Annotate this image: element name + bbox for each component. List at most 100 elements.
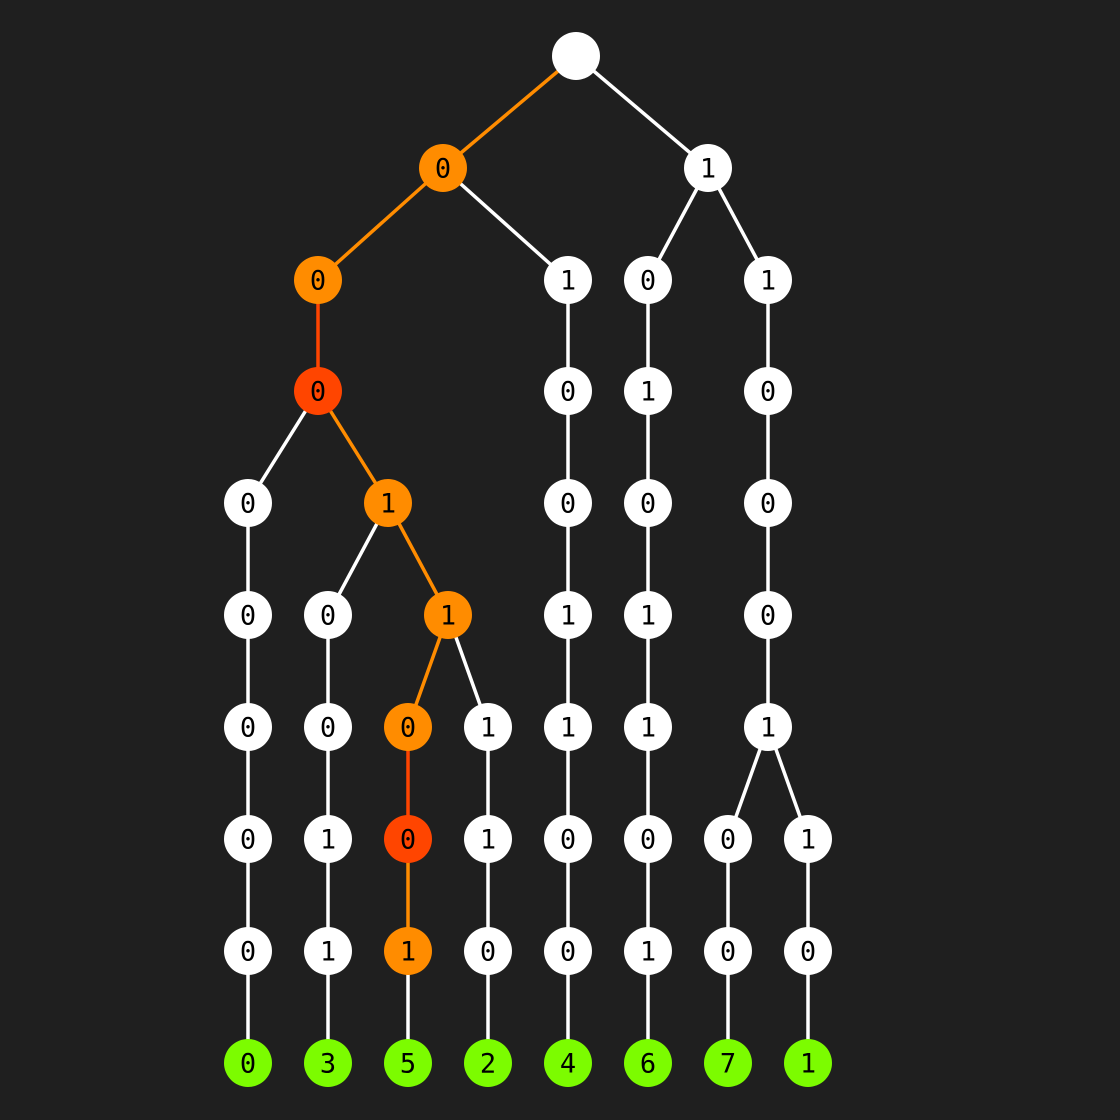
- node-circle: [624, 815, 672, 863]
- tree-edge-orange: [316, 166, 445, 282]
- edge-layer: [246, 54, 810, 1063]
- tree-node: 0: [544, 367, 592, 415]
- tree-node: 0: [304, 591, 352, 639]
- node-label: 1: [760, 713, 776, 744]
- node-label: 1: [560, 601, 576, 632]
- node-label: 0: [720, 937, 736, 968]
- node-label: 3: [320, 1049, 336, 1080]
- tree-node: 1: [684, 144, 732, 192]
- node-circle: [464, 927, 512, 975]
- tree-node: 0: [544, 479, 592, 527]
- tree-node: 1: [744, 256, 792, 304]
- node-circle: [744, 256, 792, 304]
- node-circle: [464, 703, 512, 751]
- tree-node: 0: [224, 815, 272, 863]
- leaf-node: 4: [544, 1039, 592, 1087]
- node-label: 4: [560, 1049, 576, 1080]
- node-circle: [224, 1039, 272, 1087]
- node-label: 1: [480, 825, 496, 856]
- node-circle: [419, 144, 467, 192]
- node-circle: [624, 367, 672, 415]
- node-label: 0: [560, 377, 576, 408]
- node-label: 0: [310, 377, 326, 408]
- node-label: 1: [700, 154, 716, 185]
- node-label: 1: [800, 825, 816, 856]
- node-circle: [624, 479, 672, 527]
- tree-node: 1: [624, 703, 672, 751]
- node-label: 1: [560, 266, 576, 297]
- tree-node: 0: [419, 144, 467, 192]
- node-label: 1: [800, 1049, 816, 1080]
- node-label: 0: [240, 937, 256, 968]
- node-layer: 0 1 0 1 0 1 0 0 1 0 0 1 0 0 0 0 0 1 1 1 0 0 0 0 1 1 1 1 0 1 0 1 0 0 0 1 0 1 1 0…: [224, 32, 832, 1087]
- tree-node: 0: [544, 927, 592, 975]
- root-node: [552, 32, 600, 80]
- node-circle: [544, 256, 592, 304]
- node-label: 0: [240, 601, 256, 632]
- node-label: 0: [760, 489, 776, 520]
- tree-node: 0: [294, 256, 342, 304]
- node-label: 0: [320, 713, 336, 744]
- tree-node: 1: [624, 927, 672, 975]
- node-label: 0: [760, 601, 776, 632]
- tree-node: 1: [424, 591, 472, 639]
- node-circle: [304, 1039, 352, 1087]
- tree-node: 0: [704, 815, 752, 863]
- node-circle: [224, 815, 272, 863]
- node-label: 1: [640, 377, 656, 408]
- node-circle: [624, 703, 672, 751]
- node-circle: [224, 927, 272, 975]
- node-label: 0: [400, 825, 416, 856]
- node-label: 0: [640, 825, 656, 856]
- node-label: 1: [640, 713, 656, 744]
- node-circle: [544, 591, 592, 639]
- node-label: 1: [640, 601, 656, 632]
- node-label: 1: [640, 937, 656, 968]
- node-label: 0: [560, 489, 576, 520]
- node-label: 0: [560, 825, 576, 856]
- tree-node: 0: [784, 927, 832, 975]
- tree-node: 1: [544, 703, 592, 751]
- tree-node: 0: [384, 703, 432, 751]
- tree-node: 0: [304, 703, 352, 751]
- tree-node: 0: [544, 815, 592, 863]
- node-circle: [704, 815, 752, 863]
- node-circle: [544, 479, 592, 527]
- node-circle: [294, 367, 342, 415]
- node-circle: [224, 703, 272, 751]
- node-label: 0: [480, 937, 496, 968]
- tree-node: 1: [544, 256, 592, 304]
- leaf-node: 1: [784, 1039, 832, 1087]
- leaf-node: 5: [384, 1039, 432, 1087]
- node-circle: [544, 703, 592, 751]
- node-label: 1: [560, 713, 576, 744]
- tree-node: 0: [704, 927, 752, 975]
- tree-node: 0: [294, 367, 342, 415]
- tree-node: 1: [304, 927, 352, 975]
- node-label: 0: [720, 825, 736, 856]
- node-circle: [624, 1039, 672, 1087]
- node-circle: [704, 1039, 752, 1087]
- node-circle: [744, 367, 792, 415]
- node-label: 0: [240, 489, 256, 520]
- leaf-node: 3: [304, 1039, 352, 1087]
- tree-node: 1: [624, 367, 672, 415]
- tree-node: 0: [624, 815, 672, 863]
- node-label: 6: [640, 1049, 656, 1080]
- node-label: 1: [480, 713, 496, 744]
- node-label: 1: [760, 266, 776, 297]
- node-circle: [624, 256, 672, 304]
- node-circle: [384, 1039, 432, 1087]
- tree-node: 1: [744, 703, 792, 751]
- tree-edge-orange: [441, 54, 578, 170]
- node-circle: [464, 815, 512, 863]
- tree-node: 0: [464, 927, 512, 975]
- node-circle: [544, 927, 592, 975]
- node-label: 0: [240, 825, 256, 856]
- node-circle: [364, 479, 412, 527]
- tree-node: 1: [624, 591, 672, 639]
- node-circle: [744, 479, 792, 527]
- tree-node: 1: [464, 703, 512, 751]
- tree-node: 1: [364, 479, 412, 527]
- leaf-node: 7: [704, 1039, 752, 1087]
